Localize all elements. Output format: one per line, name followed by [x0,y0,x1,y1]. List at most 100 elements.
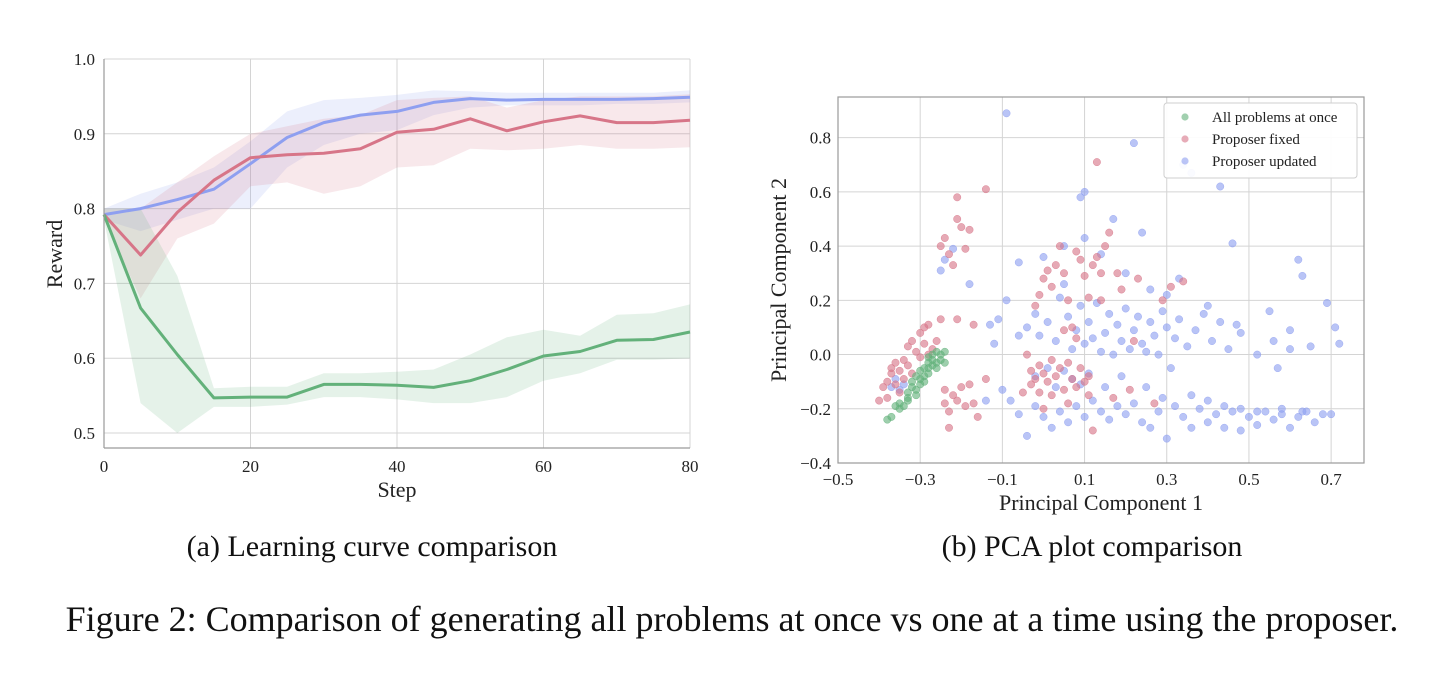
point-proposer-fixed [953,396,962,405]
point-proposer-fixed [1076,364,1085,373]
chart-b-xtick-label: −0.1 [987,470,1018,489]
point-proposer-fixed [953,315,962,324]
point-proposer-fixed [1047,282,1056,291]
point-all-problems-at-once [903,393,912,402]
point-proposer-updated [1253,350,1262,359]
point-proposer-fixed [1064,296,1073,305]
point-proposer-fixed [1047,356,1056,364]
point-proposer-updated [1014,410,1023,419]
point-proposer-fixed [1068,375,1077,383]
chart-a-ytick-label: 0.8 [74,200,95,219]
point-proposer-updated [1051,383,1060,392]
point-proposer-updated [1043,364,1052,373]
point-proposer-updated [936,266,945,275]
point-proposer-updated [1142,383,1151,392]
point-proposer-updated [1068,345,1077,354]
point-proposer-fixed [1134,274,1142,283]
point-proposer-updated [965,280,974,289]
point-proposer-fixed [1125,385,1134,394]
chart-b-xtick-label: 0.1 [1074,470,1095,489]
point-proposer-updated [1055,407,1064,416]
point-proposer-updated [1208,337,1216,345]
point-proposer-updated [981,396,990,405]
chart-a-xtick-label: 40 [389,457,406,476]
point-proposer-fixed [1055,242,1064,251]
point-proposer-fixed [1084,391,1093,400]
point-proposer-fixed [1035,290,1044,299]
point-proposer-updated [1216,318,1225,326]
point-proposer-fixed [1092,253,1101,261]
point-proposer-fixed [961,244,970,253]
point-proposer-updated [1224,345,1233,354]
point-proposer-updated [1323,299,1331,307]
point-proposer-fixed [949,261,958,270]
legend-label-all-at-once: All problems at once [1212,110,1338,126]
point-proposer-updated [1187,423,1196,432]
chart-b-ytick-label: −0.4 [800,454,831,473]
point-proposer-updated [1105,415,1114,424]
point-proposer-updated [1043,318,1052,326]
point-proposer-updated [1097,347,1105,356]
point-proposer-updated [986,320,994,329]
point-proposer-updated [1277,404,1286,413]
point-proposer-fixed [899,375,908,383]
point-proposer-fixed [1018,388,1027,397]
chart-a-xtick-label: 80 [682,457,699,476]
point-proposer-updated [1179,412,1188,421]
chart-b-ytick-label: 0.4 [810,237,832,256]
point-all-problems-at-once [887,412,896,421]
point-proposer-updated [1023,431,1031,440]
point-proposer-fixed [883,377,892,386]
chart-b-subcaption: (b) PCA plot comparison [942,530,1243,563]
point-proposer-updated [1269,415,1278,424]
point-proposer-fixed [1105,228,1114,237]
point-proposer-fixed [1027,380,1036,389]
legend-box [1163,102,1358,179]
point-proposer-updated [1039,253,1048,261]
point-proposer-fixed [1109,393,1118,402]
point-proposer-updated [1331,323,1340,332]
point-proposer-updated [1158,307,1167,316]
point-proposer-updated [1236,404,1245,413]
point-proposer-fixed [899,356,908,364]
point-proposer-updated [1273,364,1282,373]
point-proposer-updated [1084,318,1093,326]
point-proposer-updated [1286,345,1294,354]
point-proposer-fixed [1150,399,1159,408]
chart-b-ytick-label: −0.2 [800,400,831,419]
chart-b-ytick-label: 0.8 [810,129,831,148]
point-proposer-updated [1199,309,1208,318]
chart-b-xtick-label: 0.5 [1238,470,1259,489]
point-proposer-updated [1286,326,1294,335]
point-proposer-updated [1253,407,1262,416]
point-proposer-fixed [1088,426,1097,435]
point-proposer-fixed [908,337,916,345]
point-proposer-fixed [1084,372,1093,381]
point-proposer-updated [1265,307,1274,316]
point-proposer-updated [1039,412,1048,421]
chart-a-confidence-bands [104,90,690,433]
chart-b-xlabel: Principal Component 1 [999,490,1203,515]
band-all-problems-at-once [104,208,690,433]
chart-a-xtick-label: 60 [535,457,552,476]
point-proposer-updated [1080,339,1089,348]
point-proposer-fixed [1035,388,1044,397]
point-proposer-updated [1047,423,1056,432]
point-proposer-updated [1138,418,1147,427]
point-proposer-updated [1203,301,1212,310]
point-proposer-updated [1162,434,1171,443]
point-proposer-updated [1129,399,1138,408]
point-proposer-fixed [1031,301,1040,310]
point-proposer-updated [990,339,999,348]
point-proposer-fixed [1051,372,1060,381]
point-proposer-updated [1055,293,1064,302]
chart-a-ytick-label: 1.0 [74,50,95,69]
point-proposer-fixed [1027,366,1036,375]
point-proposer-fixed [1113,269,1122,278]
point-proposer-fixed [891,380,900,389]
point-proposer-updated [1051,337,1060,345]
point-proposer-updated [1064,312,1073,321]
point-proposer-fixed [932,337,941,345]
point-proposer-fixed [895,366,904,375]
band-proposer-fixed [104,94,690,299]
